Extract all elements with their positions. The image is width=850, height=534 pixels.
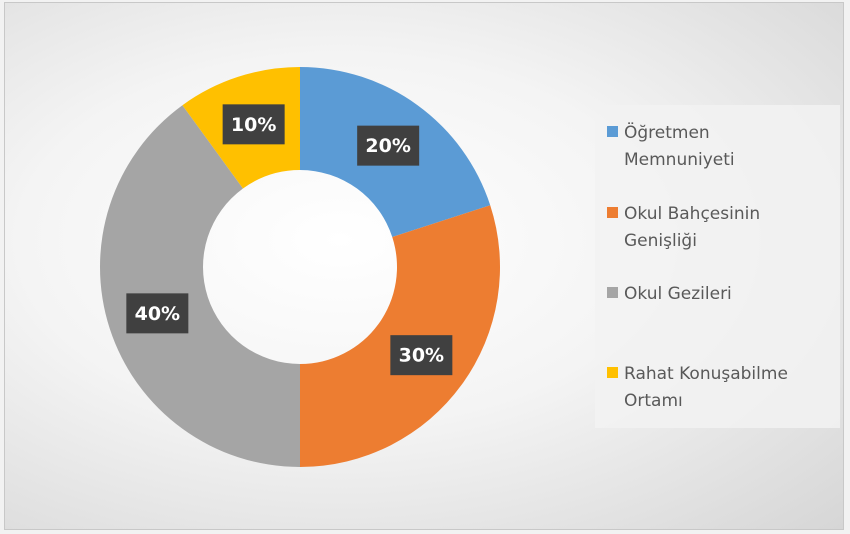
legend-swatch <box>607 126 618 137</box>
legend-label: Rahat Konuşabilme Ortamı <box>624 364 788 411</box>
data-label-box <box>390 335 453 376</box>
data-label: 30% <box>399 345 444 367</box>
legend-swatch <box>607 287 618 298</box>
data-label: 20% <box>365 135 410 157</box>
legend-label: Öğretmen Memnuniyeti <box>624 123 735 170</box>
legend-swatch <box>607 367 618 378</box>
data-label-box <box>357 125 420 166</box>
legend-item: Öğretmen Memnuniyeti <box>607 120 799 174</box>
legend-label: Okul Gezileri <box>624 284 732 304</box>
legend-label: Okul Bahçesinin Genişliği <box>624 204 761 251</box>
legend-item: Okul Bahçesinin Genişliği <box>607 201 799 255</box>
donut-slice <box>99 105 301 468</box>
legend-item: Rahat Konuşabilme Ortamı <box>607 361 799 415</box>
legend-swatch <box>607 207 618 218</box>
data-label-box <box>222 104 285 145</box>
data-label: 10% <box>231 114 276 136</box>
legend-item: Okul Gezileri <box>607 281 799 308</box>
data-label-box <box>126 293 189 334</box>
legend: Öğretmen Memnuniyeti Okul Bahçesinin Geni… <box>595 105 840 428</box>
data-label: 40% <box>135 303 180 325</box>
